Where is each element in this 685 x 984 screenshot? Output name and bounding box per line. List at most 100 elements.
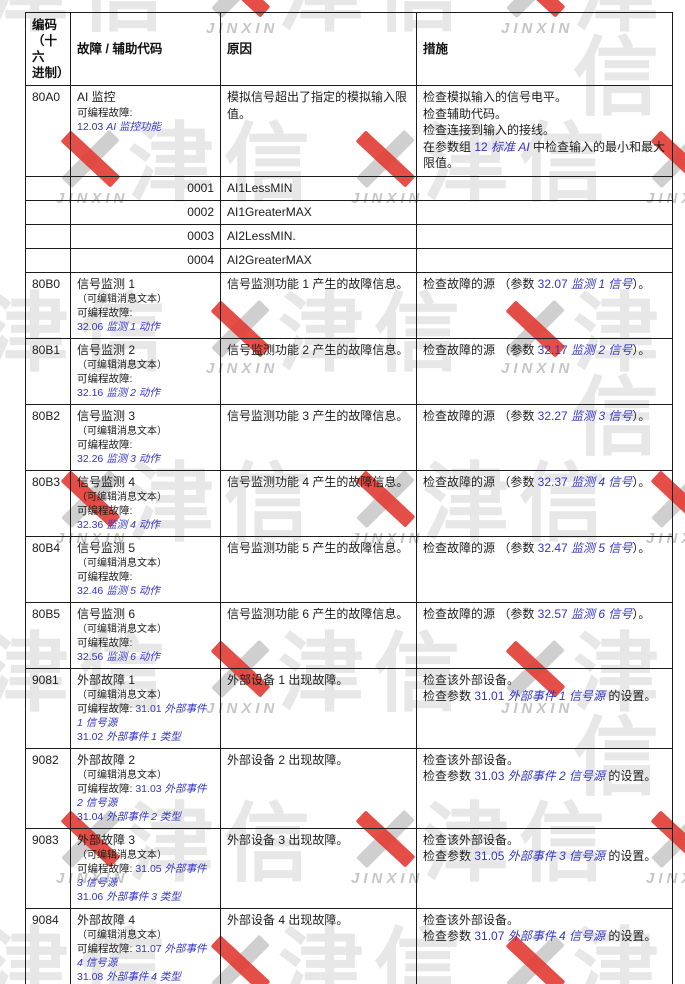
parameter-link[interactable]: 31.03 外部事件 2 信号源 — [77, 783, 207, 809]
parameter-link[interactable]: 31.05 外部事件 3 信号源 — [77, 863, 207, 889]
text-line: 检查故障的源 （参数 32.37 监测 4 信号）。 — [423, 474, 666, 491]
parameter-number: 31.04 — [77, 810, 107, 823]
parameter-number: 32.06 — [77, 320, 107, 333]
fault-name-cell: 信号监测 6 （可编辑消息文本） 可编程故障: 32.56 监测 6 动作 — [70, 601, 221, 669]
fault-title: 外部故障 3 — [77, 832, 136, 847]
aux-code-row: 0004 AI2GreaterMAX — [25, 247, 673, 273]
parameter-number: 31.02 — [77, 730, 107, 743]
fault-code-cell: 9084 — [25, 907, 71, 984]
text-segment: 在参数组 — [423, 139, 475, 154]
fault-name-cell: 信号监测 4 （可编辑消息文本） 可编程故障: 32.36 监测 4 动作 — [70, 469, 221, 537]
aux-code-row: 0001 AI1LessMIN — [25, 175, 673, 201]
parameter-link[interactable]: 31.05 外部事件 3 信号源 — [474, 849, 605, 863]
aux-name-cell: AI2GreaterMAX — [220, 247, 417, 273]
text-segment: 检查参数 — [423, 929, 475, 943]
editable-note: （可编辑消息文本） — [77, 425, 167, 437]
fault-row: 80B1 信号监测 2 （可编辑消息文本） 可编程故障: 32.16 监测 2 动作 信号… — [25, 337, 673, 405]
parameter-link[interactable]: 32.57 监测 6 信号 — [538, 607, 633, 621]
text-segment: 中检查输入的最小和最大限值。 — [423, 139, 666, 171]
aux-action-cell — [416, 199, 673, 225]
parameter-link[interactable]: 32.26 监测 3 动作 — [77, 453, 160, 465]
parameter-link[interactable]: 31.01 外部事件 1 信号源 — [77, 703, 207, 729]
parameter-link[interactable]: 32.06 监测 1 动作 — [77, 321, 160, 333]
parameter-link[interactable]: 32.56 监测 6 动作 — [77, 651, 160, 663]
parameter-number: 32.07 — [537, 276, 572, 291]
editable-note: （可编辑消息文本） — [77, 623, 167, 635]
parameter-link[interactable]: 31.06 外部事件 3 类型 — [77, 891, 181, 903]
text-line: 外部设备 2 出现故障。 — [227, 752, 410, 769]
fault-code-cell: 80B0 — [25, 271, 71, 339]
parameter-link[interactable]: 31.07 外部事件 4 信号源 — [474, 929, 605, 943]
text-line: 32.16 监测 2 动作 — [77, 386, 214, 400]
text-line: 信号监测功能 3 产生的故障信息。 — [227, 408, 410, 425]
text-segment: 可编程故障: — [77, 570, 133, 583]
parameter-link[interactable]: 32.37 监测 4 信号 — [538, 475, 633, 489]
aux-name-cell: AI1GreaterMAX — [220, 199, 417, 225]
parameter-name: 监测 5 动作 — [106, 584, 160, 597]
text-line: 可编程故障: — [77, 438, 214, 452]
text-line: 检查故障的源 （参数 32.07 监测 1 信号）。 — [423, 276, 666, 293]
header-code-line2: （十六 — [32, 34, 58, 64]
text-line: 检查该外部设备。 — [423, 672, 666, 689]
parameter-link[interactable]: 31.02 外部事件 1 类型 — [77, 731, 181, 743]
parameter-name: 外部事件 2 信号源 — [507, 769, 606, 783]
text-line: 31.04 外部事件 2 类型 — [77, 810, 214, 824]
text-segment: ）。 — [632, 342, 651, 357]
text-line: 31.02 外部事件 1 类型 — [77, 730, 214, 744]
aux-action-cell — [416, 175, 673, 201]
parameter-link[interactable]: 32.27 监测 3 信号 — [538, 409, 633, 423]
text-line: 32.46 监测 5 动作 — [77, 584, 214, 598]
parameter-link[interactable]: 31.07 外部事件 4 信号源 — [77, 943, 207, 969]
fault-title: 信号监测 4 — [77, 474, 136, 489]
fault-title: 外部故障 2 — [77, 752, 136, 767]
parameter-name: 监测 1 信号 — [571, 276, 633, 291]
text-segment: 检查模拟输入的信号电平。 — [423, 90, 568, 104]
text-segment: 检查辅助代码。 — [423, 106, 508, 121]
parameter-link[interactable]: 32.47 监测 5 信号 — [538, 541, 633, 555]
parameter-number: 31.07 — [135, 942, 165, 955]
parameter-number: 31.08 — [77, 970, 107, 983]
text-line: 32.26 监测 3 动作 — [77, 452, 214, 466]
action-cell: 检查故障的源 （参数 32.57 监测 6 信号）。 — [416, 601, 673, 669]
parameter-number: 32.17 — [537, 342, 572, 357]
text-segment: 的设置。 — [605, 929, 657, 943]
parameter-name: 外部事件 1 类型 — [106, 730, 181, 743]
parameter-link[interactable]: 31.01 外部事件 1 信号源 — [474, 689, 605, 703]
fault-name-cell: AI 监控 可编程故障: 12.03 AI 监控功能 — [70, 85, 221, 177]
fault-code-cell: 80B5 — [25, 601, 71, 669]
editable-note: （可编辑消息文本） — [77, 769, 167, 781]
text-line: 32.06 监测 1 动作 — [77, 320, 214, 334]
aux-name-cell: AI2LessMIN. — [220, 223, 417, 249]
text-segment: ）。 — [632, 276, 651, 291]
parameter-number: 31.01 — [474, 689, 508, 703]
parameter-link[interactable]: 32.16 监测 2 动作 — [77, 387, 160, 399]
parameter-link[interactable]: 12 标准 AI — [474, 140, 529, 154]
aux-empty-code-cell — [25, 175, 71, 201]
text-line: 信号监测功能 4 产生的故障信息。 — [227, 474, 410, 491]
parameter-link[interactable]: 32.36 监测 4 动作 — [77, 519, 160, 531]
parameter-name: AI 监控功能 — [106, 121, 162, 133]
cause-cell: 外部设备 4 出现故障。 — [220, 907, 417, 984]
parameter-link[interactable]: 31.03 外部事件 2 信号源 — [474, 769, 605, 783]
parameter-link[interactable]: 31.04 外部事件 2 类型 — [77, 811, 181, 823]
parameter-number: 31.05 — [135, 862, 165, 875]
parameter-link[interactable]: 31.08 外部事件 4 类型 — [77, 971, 181, 983]
fault-row: 9082 外部故障 2 （可编辑消息文本） 可编程故障: 31.03 外部事件 2 信… — [25, 747, 673, 829]
parameter-name: 外部事件 1 信号源 — [77, 702, 207, 729]
fault-title: 信号监测 6 — [77, 606, 136, 621]
parameter-link[interactable]: 32.17 监测 2 信号 — [538, 343, 633, 357]
parameter-link[interactable]: 32.46 监测 5 动作 — [77, 585, 160, 597]
fault-row: 80A0 AI 监控 可编程故障: 12.03 AI 监控功能 模拟信号超出了指定的模拟… — [25, 85, 673, 177]
parameter-link[interactable]: 12.03 AI 监控功能 — [77, 121, 161, 133]
text-segment: 检查参数 — [423, 849, 475, 863]
parameter-link[interactable]: 32.07 监测 1 信号 — [538, 277, 633, 291]
parameter-name: 外部事件 3 信号源 — [507, 849, 606, 863]
action-cell: 检查该外部设备。 检查参数 31.01 外部事件 1 信号源 的设置。 — [416, 667, 673, 749]
action-cell: 检查故障的源 （参数 32.07 监测 1 信号）。 — [416, 271, 673, 339]
parameter-number: 32.16 — [77, 386, 107, 399]
text-segment: 信号监测功能 1 产生的故障信息。 — [227, 276, 409, 291]
text-segment: 可编程故障: — [77, 636, 133, 649]
aux-empty-code-cell — [25, 247, 71, 273]
fault-code-cell: 9083 — [25, 827, 71, 909]
header-cause: 原因 — [220, 12, 417, 86]
